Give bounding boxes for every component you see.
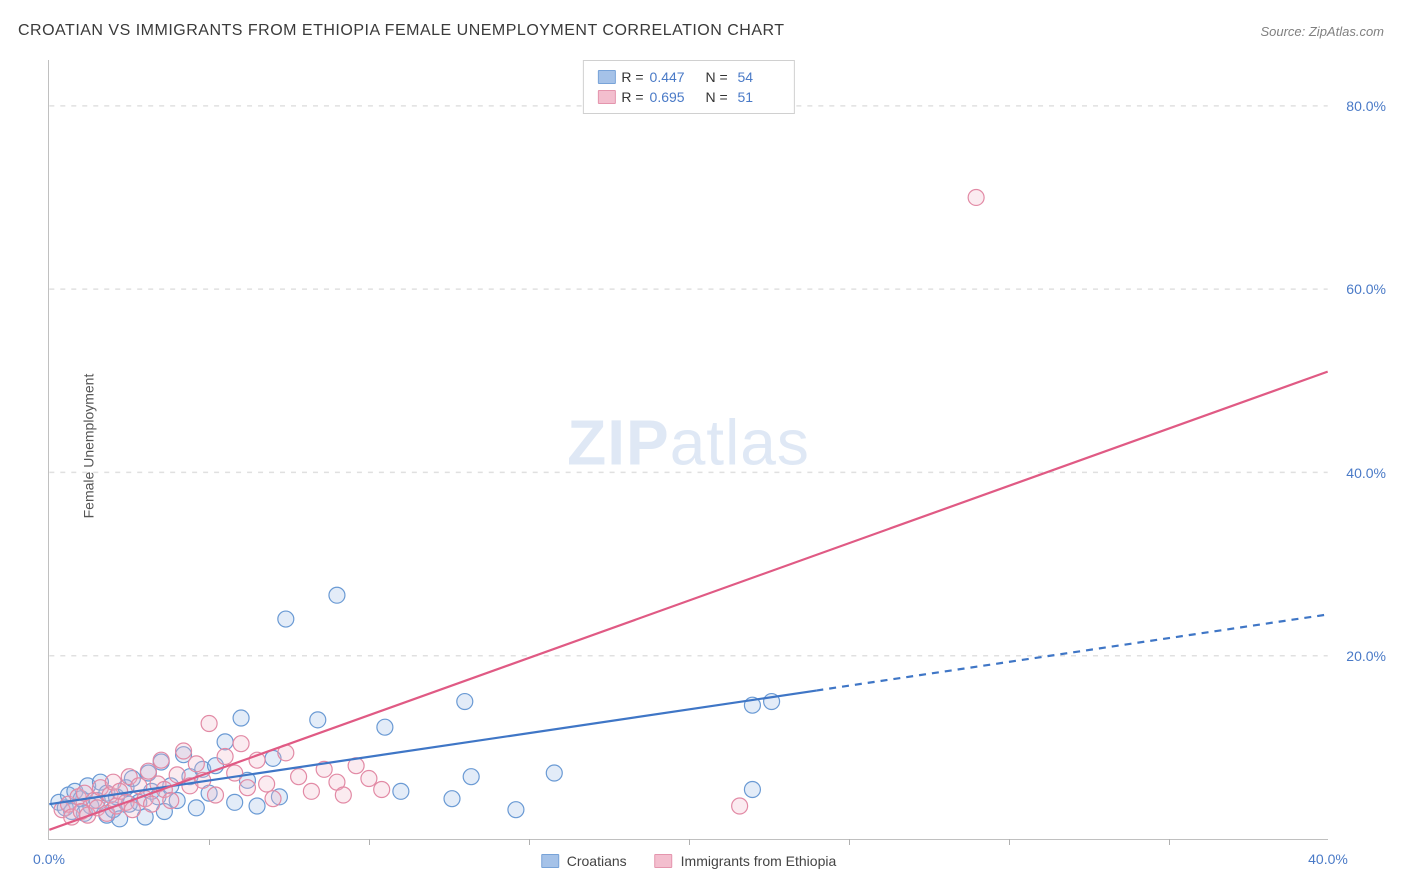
- swatch-ethiopia: [597, 90, 615, 104]
- data-point-croatians: [329, 587, 345, 603]
- data-point-croatians: [217, 734, 233, 750]
- trend-ethiopia: [49, 372, 1327, 830]
- data-point-ethiopia: [374, 782, 390, 798]
- data-point-ethiopia: [201, 716, 217, 732]
- xtick: [849, 839, 850, 845]
- xtick: [1169, 839, 1170, 845]
- xtick-min: 0.0%: [33, 851, 65, 867]
- xtick-max: 40.0%: [1308, 851, 1348, 867]
- data-point-croatians: [546, 765, 562, 781]
- ytick-label: 40.0%: [1346, 465, 1386, 481]
- data-point-ethiopia: [291, 769, 307, 785]
- data-point-ethiopia: [239, 780, 255, 796]
- data-point-ethiopia: [335, 787, 351, 803]
- data-point-ethiopia: [188, 756, 204, 772]
- n-label: N =: [702, 89, 728, 105]
- stats-row-croatians: R = 0.447 N = 54: [597, 67, 779, 87]
- xtick: [529, 839, 530, 845]
- chart-title: CROATIAN VS IMMIGRANTS FROM ETHIOPIA FEM…: [18, 22, 785, 40]
- data-point-croatians: [444, 791, 460, 807]
- data-point-croatians: [310, 712, 326, 728]
- data-point-croatians: [463, 769, 479, 785]
- xtick: [369, 839, 370, 845]
- data-point-croatians: [249, 798, 265, 814]
- data-point-croatians: [508, 802, 524, 818]
- data-point-croatians: [233, 710, 249, 726]
- r-label: R =: [621, 69, 643, 85]
- data-point-ethiopia: [144, 796, 160, 812]
- legend-item-ethiopia: Immigrants from Ethiopia: [655, 853, 837, 869]
- xtick: [1009, 839, 1010, 845]
- trend-croatians: [49, 691, 816, 805]
- r-label: R =: [621, 89, 643, 105]
- data-point-ethiopia: [259, 776, 275, 792]
- chart-svg: [49, 60, 1328, 839]
- r-value: 0.447: [650, 69, 696, 85]
- n-label: N =: [702, 69, 728, 85]
- data-point-ethiopia: [732, 798, 748, 814]
- plot-area: ZIPatlas R =0.447 N = 54R =0.695 N = 51 …: [48, 60, 1328, 840]
- data-point-croatians: [227, 794, 243, 810]
- data-point-ethiopia: [233, 736, 249, 752]
- legend-item-croatians: Croatians: [541, 853, 627, 869]
- legend-swatch-croatians: [541, 854, 559, 868]
- data-point-croatians: [278, 611, 294, 627]
- trend-dashed-croatians: [816, 614, 1327, 690]
- data-point-ethiopia: [303, 783, 319, 799]
- data-point-ethiopia: [208, 787, 224, 803]
- data-point-ethiopia: [169, 767, 185, 783]
- data-point-croatians: [457, 694, 473, 710]
- data-point-ethiopia: [265, 791, 281, 807]
- data-point-ethiopia: [153, 752, 169, 768]
- n-value: 54: [734, 69, 780, 85]
- data-point-croatians: [377, 719, 393, 735]
- ytick-label: 60.0%: [1346, 281, 1386, 297]
- data-point-croatians: [744, 782, 760, 798]
- data-point-croatians: [188, 800, 204, 816]
- stats-row-ethiopia: R = 0.695 N = 51: [597, 87, 779, 107]
- data-point-ethiopia: [163, 793, 179, 809]
- data-point-ethiopia: [217, 749, 233, 765]
- data-point-ethiopia: [968, 189, 984, 205]
- r-value: 0.695: [650, 89, 696, 105]
- data-point-ethiopia: [176, 743, 192, 759]
- ytick-label: 20.0%: [1346, 648, 1386, 664]
- stats-legend-box: R = 0.447 N = 54 R = 0.695 N = 51: [582, 60, 794, 114]
- legend-swatch-ethiopia: [655, 854, 673, 868]
- data-point-croatians: [393, 783, 409, 799]
- series-legend: Croatians Immigrants from Ethiopia: [541, 853, 837, 869]
- ytick-label: 80.0%: [1346, 98, 1386, 114]
- swatch-croatians: [597, 70, 615, 84]
- xtick: [209, 839, 210, 845]
- data-point-ethiopia: [124, 802, 140, 818]
- source-attribution: Source: ZipAtlas.com: [1260, 24, 1384, 39]
- n-value: 51: [734, 89, 780, 105]
- legend-label: Croatians: [567, 853, 627, 869]
- data-point-ethiopia: [361, 771, 377, 787]
- legend-label: Immigrants from Ethiopia: [681, 853, 837, 869]
- xtick: [689, 839, 690, 845]
